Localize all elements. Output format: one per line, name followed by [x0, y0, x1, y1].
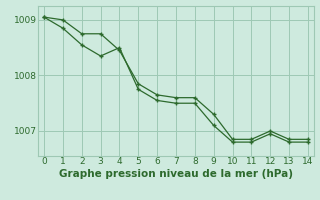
X-axis label: Graphe pression niveau de la mer (hPa): Graphe pression niveau de la mer (hPa): [59, 169, 293, 179]
